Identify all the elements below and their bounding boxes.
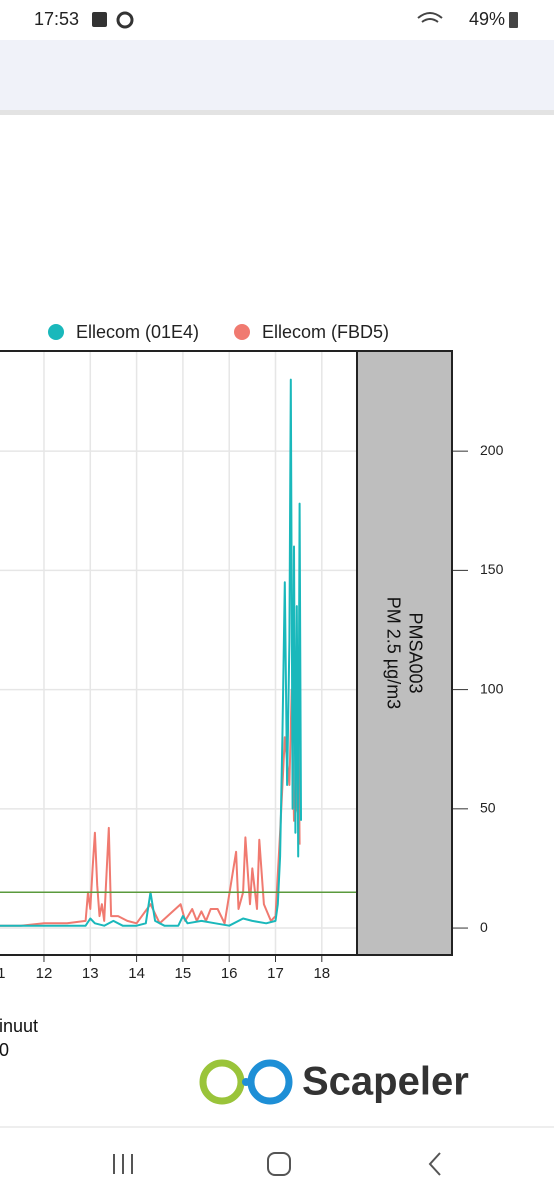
series-line [0,378,302,927]
gallery-icon [92,12,107,27]
app-bar-shadow [0,110,554,115]
logo-ring-right [247,1059,293,1105]
plot-area [0,351,358,955]
app-bar [0,40,554,110]
nav-bar [0,1127,554,1200]
logo-ring-left [199,1059,245,1105]
x-tick-label: 16 [221,965,238,982]
battery-icon [509,12,518,28]
y-tick-label: 100 [480,680,504,696]
x-tick-label: 14 [128,965,145,982]
logo-text: Scapeler [302,1060,469,1104]
nav-back[interactable] [428,1152,441,1176]
x-tick-label: 11 [0,965,5,982]
y-tick-label: 200 [480,442,504,458]
y-tick-label: 50 [480,800,496,816]
nav-home[interactable] [267,1152,291,1176]
nav-recent[interactable] [113,1154,133,1174]
y-tick-label: 0 [480,919,488,935]
strip-label: PMSA003 [405,612,425,693]
x-tick-label: 17 [267,965,284,982]
status-time: 17:53 [34,9,79,29]
x-tick-label: 13 [82,965,99,982]
x-tick-label: 12 [36,965,53,982]
x-axis-label: 0 [0,1040,9,1060]
legend-label: Ellecom (FBD5) [262,322,389,342]
strip-panel [356,350,453,956]
legend-label: Ellecom (01E4) [76,322,199,342]
legend-swatch [234,324,250,340]
wifi-icon [417,12,443,23]
x-tick-label: 15 [175,965,192,982]
y-tick-label: 150 [480,561,504,577]
settings-icon [116,11,134,29]
series-line [0,688,301,927]
legend-swatch [48,324,64,340]
status-battery: 49% [469,9,505,29]
logo-dot [242,1078,250,1086]
strip-label: PM 2.5 µg/m3 [383,597,403,709]
x-axis-label: inuut [0,1016,38,1036]
x-tick-label: 18 [313,965,330,982]
